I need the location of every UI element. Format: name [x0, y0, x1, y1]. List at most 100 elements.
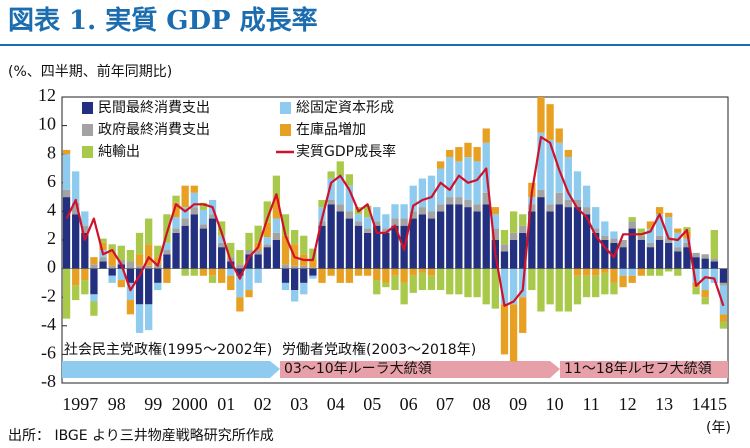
bar-segment — [354, 225, 363, 269]
bar-segment — [126, 261, 135, 269]
bar-segment — [208, 214, 217, 219]
bar-segment — [117, 245, 125, 261]
bar-segment — [427, 268, 436, 276]
chart-title: 図表 1. 実質 GDP 成長率 — [8, 5, 318, 36]
bar-segment — [90, 294, 98, 302]
bar-segment — [318, 199, 326, 208]
bar-segment — [427, 275, 436, 291]
legend-label: 純輸出 — [98, 144, 140, 160]
y-tick-label: 10 — [38, 114, 56, 134]
bar-segment — [345, 211, 354, 219]
bar-segment — [300, 268, 308, 283]
bar-segment — [436, 268, 445, 291]
bar-segment — [427, 175, 436, 212]
bar-segment — [418, 207, 427, 215]
bar-segment — [592, 232, 600, 269]
annotation: 03～10年ルーラ大統領 — [284, 360, 432, 377]
bar-segment — [354, 214, 363, 222]
bar-segment — [519, 214, 527, 226]
bar-segment — [683, 238, 691, 243]
bar-segment — [290, 290, 299, 302]
bar-segment — [701, 258, 709, 269]
bar-segment — [245, 232, 253, 251]
bar-segment — [719, 321, 728, 329]
bar-segment — [582, 275, 591, 298]
bar-segment — [455, 197, 463, 205]
bar-segment — [354, 268, 363, 276]
bar-segment — [181, 207, 189, 219]
bar-segment — [363, 268, 372, 276]
bar-segment — [665, 217, 673, 239]
bar-segment — [391, 268, 399, 276]
bar-segment — [509, 268, 518, 305]
bar-segment — [546, 139, 554, 205]
bar-segment — [710, 258, 718, 262]
bar-segment — [363, 217, 372, 229]
bar-segment — [564, 157, 572, 200]
bar-segment — [555, 204, 563, 269]
bar-segment — [564, 149, 572, 158]
bar-segment — [363, 232, 372, 269]
annotation: 社会民主党政権(1995～2002年) — [64, 341, 272, 358]
bar-segment — [683, 247, 691, 269]
bar-segment — [62, 149, 71, 155]
bar-segment — [345, 218, 354, 269]
bar-segment — [290, 268, 299, 291]
bar-segment — [427, 211, 436, 219]
bar-segment — [117, 268, 125, 281]
bar-segment — [117, 280, 125, 288]
bar-segment — [163, 214, 171, 243]
bar-segment — [491, 207, 500, 215]
x-tick-label: 04 — [327, 394, 345, 414]
legend-swatch — [280, 102, 291, 114]
bar-segment — [309, 260, 317, 268]
bar-segment — [345, 174, 354, 186]
bar-segment — [81, 211, 89, 226]
bar-segment — [245, 250, 253, 255]
x-tick-label: 02 — [254, 394, 272, 414]
gdp-line — [65, 135, 725, 307]
bar-segment — [436, 161, 445, 169]
bar-segment — [309, 268, 317, 276]
bar-segment — [619, 240, 627, 248]
bar-segment — [290, 265, 299, 269]
bar-segment — [163, 268, 171, 283]
bar-segment — [108, 251, 116, 266]
bar-segment — [154, 282, 162, 291]
bar-segment — [126, 268, 135, 283]
bar-segment — [573, 199, 582, 208]
bar-segment — [655, 240, 664, 269]
x-tick-label: 13 — [655, 394, 673, 414]
bar-segment — [227, 275, 235, 291]
bar-segment — [646, 221, 655, 229]
y-tick-label: 0 — [47, 257, 56, 277]
bar-segment — [400, 282, 408, 305]
bar-segment — [154, 245, 162, 258]
bar-segment — [573, 171, 582, 200]
x-tick-label: 11 — [582, 394, 599, 414]
bar-segment — [619, 247, 627, 269]
bar-segment — [81, 268, 89, 281]
bar-segment — [208, 275, 217, 283]
bar-segment — [72, 285, 80, 301]
bar-segment — [519, 225, 527, 233]
bar-segment — [245, 254, 253, 269]
bar-segment — [519, 297, 527, 333]
y-tick-label: 8 — [47, 142, 56, 162]
bar-segment — [418, 214, 427, 269]
bar-segment — [290, 229, 299, 245]
bar-segment — [473, 161, 481, 205]
bar-segment — [81, 280, 89, 295]
bar-segment — [90, 301, 98, 316]
x-tick-label: 05 — [363, 394, 381, 414]
bar-segment — [318, 268, 326, 283]
bar-segment — [719, 268, 728, 283]
bar-segment — [491, 268, 500, 309]
bar-segment — [300, 235, 308, 255]
bar-segment — [500, 268, 509, 305]
bar-segment — [418, 272, 427, 291]
bar-segment — [692, 287, 700, 295]
x-tick-label: 2000 — [172, 394, 208, 414]
bar-segment — [655, 214, 664, 236]
bar-segment — [491, 228, 500, 240]
